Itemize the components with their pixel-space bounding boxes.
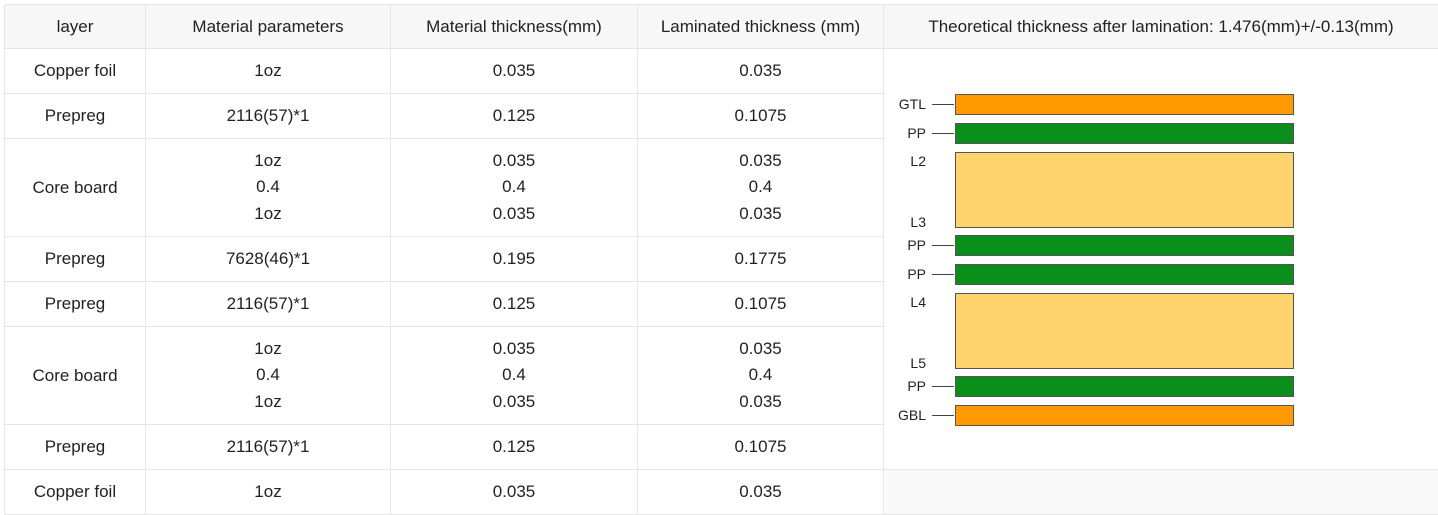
- layer-label-gtl: GTL: [898, 96, 926, 112]
- cell-params: 2116(57)*1: [145, 281, 391, 327]
- cell-laminated-thickness: 0.035: [637, 48, 884, 94]
- cell-laminated-thickness: 0.035 0.4 0.035: [637, 326, 884, 425]
- cell-material-thickness: 0.125: [390, 93, 638, 139]
- table-row: Prepreg 7628(46)*1 0.195 0.1775: [4, 236, 1438, 282]
- cell-laminated-thickness: 0.1075: [637, 424, 884, 470]
- cell-params: 2116(57)*1: [145, 93, 391, 139]
- cell-line: 0.4: [256, 365, 280, 385]
- cell-laminated-thickness: 0.035 0.4 0.035: [637, 138, 884, 237]
- cell-params: 7628(46)*1: [145, 236, 391, 282]
- cell-layer: Prepreg: [4, 93, 146, 139]
- cell-layer: Core board: [4, 326, 146, 425]
- layer-bar-prepreg: [955, 264, 1294, 285]
- cell-params: 1oz 0.4 1oz: [145, 326, 391, 425]
- layer-bar-copper-bottom: [955, 405, 1294, 426]
- layer-bar-core: [955, 293, 1294, 369]
- table-row: Prepreg 2116(57)*1 0.125 0.1075: [4, 93, 1438, 139]
- cell-material-thickness: 0.035 0.4 0.035: [390, 326, 638, 425]
- cell-line: 0.4: [748, 365, 773, 385]
- layer-bar-prepreg: [955, 123, 1294, 144]
- layer-label-pp: PP: [907, 125, 926, 141]
- layer-tick: [932, 104, 954, 105]
- layer-label-gbl: GBL: [897, 407, 926, 423]
- cell-line: 1oz: [254, 391, 282, 411]
- cell-line: 0.4: [502, 365, 526, 385]
- cell-layer: Copper foil: [4, 48, 146, 94]
- header-layer: layer: [4, 4, 146, 49]
- cell-line: 0.035: [492, 150, 536, 170]
- table-row: Core board 1oz 0.4 1oz 0.035 0.4 0.035 0…: [4, 326, 1438, 425]
- cell-line: 0.4: [748, 177, 773, 197]
- layer-label-pp: PP: [907, 266, 926, 282]
- cell-material-thickness: 0.035 0.4 0.035: [390, 138, 638, 237]
- cell-layer: Core board: [4, 138, 146, 237]
- layer-tick: [932, 245, 954, 246]
- table-header-row: layer Material parameters Material thick…: [4, 4, 1438, 49]
- header-material-thickness: Material thickness(mm): [390, 4, 638, 49]
- cell-layer: Prepreg: [4, 236, 146, 282]
- layer-tick: [932, 133, 954, 134]
- cell-line: 0.035: [492, 338, 536, 358]
- cell-laminated-thickness: 0.1075: [637, 93, 884, 139]
- cell-material-thickness: 0.125: [390, 424, 638, 470]
- cell-material-thickness: 0.035: [390, 469, 638, 515]
- layer-label-l4: L4: [910, 294, 926, 310]
- cell-layer: Prepreg: [4, 424, 146, 470]
- cell-line: 0.035: [739, 391, 782, 411]
- cell-params: 1oz 0.4 1oz: [145, 138, 391, 237]
- cell-line: 0.4: [256, 177, 280, 197]
- layer-label-l5: L5: [910, 355, 926, 371]
- stackup-diagram: GTL PP L2 L3 PP PP L4 L5: [884, 49, 1438, 439]
- cell-line: 0.4: [502, 177, 526, 197]
- empty-cell: [883, 469, 1438, 515]
- layer-bar-prepreg: [955, 235, 1294, 256]
- cell-layer: Prepreg: [4, 281, 146, 327]
- table-row: Core board 1oz 0.4 1oz 0.035 0.4 0.035 0…: [4, 138, 1438, 237]
- cell-params: 1oz: [145, 469, 391, 515]
- layer-label-pp: PP: [907, 237, 926, 253]
- layer-bar-core: [955, 152, 1294, 228]
- cell-laminated-thickness: 0.1075: [637, 281, 884, 327]
- cell-layer: Copper foil: [4, 469, 146, 515]
- stackup-table: layer Material parameters Material thick…: [4, 4, 1438, 515]
- cell-material-thickness: 0.035: [390, 48, 638, 94]
- table-row: Copper foil 1oz 0.035 0.035: [4, 469, 1438, 515]
- layer-tick: [932, 274, 954, 275]
- header-laminated-thickness: Laminated thickness (mm): [637, 4, 884, 49]
- cell-material-thickness: 0.125: [390, 281, 638, 327]
- header-material-parameters: Material parameters: [145, 4, 391, 49]
- layer-label-l2: L2: [910, 153, 926, 169]
- cell-material-thickness: 0.195: [390, 236, 638, 282]
- layer-tick: [932, 415, 954, 416]
- cell-line: 0.035: [739, 203, 782, 223]
- cell-line: 1oz: [254, 338, 282, 358]
- layer-bar-prepreg: [955, 376, 1294, 397]
- layer-label-pp: PP: [907, 378, 926, 394]
- layer-label-l3: L3: [910, 214, 926, 230]
- cell-line: 0.035: [492, 203, 536, 223]
- layer-bar-copper-top: [955, 94, 1294, 115]
- cell-params: 2116(57)*1: [145, 424, 391, 470]
- cell-line: 0.035: [739, 150, 782, 170]
- cell-line: 0.035: [492, 391, 536, 411]
- header-theoretical-thickness: Theoretical thickness after lamination: …: [883, 4, 1438, 49]
- cell-laminated-thickness: 0.035: [637, 469, 884, 515]
- cell-laminated-thickness: 0.1775: [637, 236, 884, 282]
- cell-line: 0.035: [739, 338, 782, 358]
- cell-params: 1oz: [145, 48, 391, 94]
- layer-tick: [932, 386, 954, 387]
- table-row: Copper foil 1oz 0.035 0.035 GTL PP L2 L3…: [4, 48, 1438, 470]
- cell-line: 1oz: [254, 203, 282, 223]
- stackup-diagram-cell: GTL PP L2 L3 PP PP L4 L5: [883, 48, 1438, 470]
- cell-line: 1oz: [254, 150, 282, 170]
